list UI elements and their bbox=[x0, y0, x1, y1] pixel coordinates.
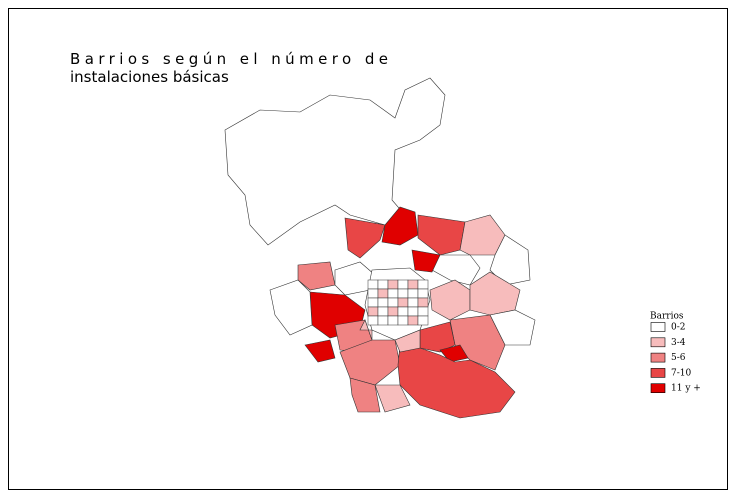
district bbox=[417, 306, 429, 317]
district bbox=[417, 279, 429, 290]
district bbox=[394, 329, 421, 353]
district bbox=[417, 297, 429, 308]
district bbox=[367, 279, 379, 290]
district bbox=[367, 315, 379, 326]
district bbox=[374, 384, 411, 413]
district bbox=[417, 315, 429, 326]
legend-label: 5-6 bbox=[671, 353, 686, 363]
district bbox=[359, 319, 373, 341]
district bbox=[387, 315, 399, 326]
legend-swatch bbox=[650, 383, 666, 394]
district bbox=[377, 279, 389, 290]
district bbox=[297, 261, 336, 291]
district bbox=[349, 377, 381, 413]
legend-label: 11 y + bbox=[671, 384, 701, 394]
district bbox=[407, 297, 419, 308]
district bbox=[417, 288, 429, 299]
district bbox=[417, 214, 466, 256]
district bbox=[367, 297, 379, 308]
district bbox=[407, 279, 419, 290]
district bbox=[387, 306, 399, 317]
legend-label: 3-4 bbox=[671, 338, 686, 348]
district bbox=[367, 306, 379, 317]
district bbox=[397, 315, 409, 326]
legend-label: 0-2 bbox=[671, 323, 686, 333]
district bbox=[344, 217, 386, 259]
district bbox=[489, 234, 531, 286]
map bbox=[224, 77, 536, 419]
district bbox=[397, 297, 409, 308]
legend-swatch bbox=[650, 322, 666, 332]
district bbox=[224, 77, 446, 246]
district bbox=[397, 279, 409, 290]
district bbox=[304, 339, 336, 363]
legend: Barrios 0-2 3-4 5-6 7-10 11 y + bbox=[650, 312, 701, 394]
district bbox=[377, 306, 389, 317]
district bbox=[387, 288, 399, 299]
district bbox=[411, 249, 441, 273]
district bbox=[377, 288, 389, 299]
district bbox=[387, 279, 399, 290]
district bbox=[397, 306, 409, 317]
district bbox=[387, 297, 399, 308]
legend-swatch bbox=[650, 352, 666, 363]
district bbox=[367, 288, 379, 299]
district bbox=[407, 315, 419, 326]
legend-swatch bbox=[650, 337, 666, 348]
title-line: instalaciones básicas bbox=[70, 68, 229, 86]
district bbox=[397, 288, 409, 299]
district bbox=[377, 297, 389, 308]
legend-label: 7-10 bbox=[671, 368, 691, 378]
district bbox=[407, 306, 419, 317]
district bbox=[407, 288, 419, 299]
district bbox=[269, 279, 313, 336]
legend-title: Barrios bbox=[650, 312, 684, 322]
legend-swatch bbox=[650, 368, 666, 378]
district bbox=[377, 315, 389, 326]
